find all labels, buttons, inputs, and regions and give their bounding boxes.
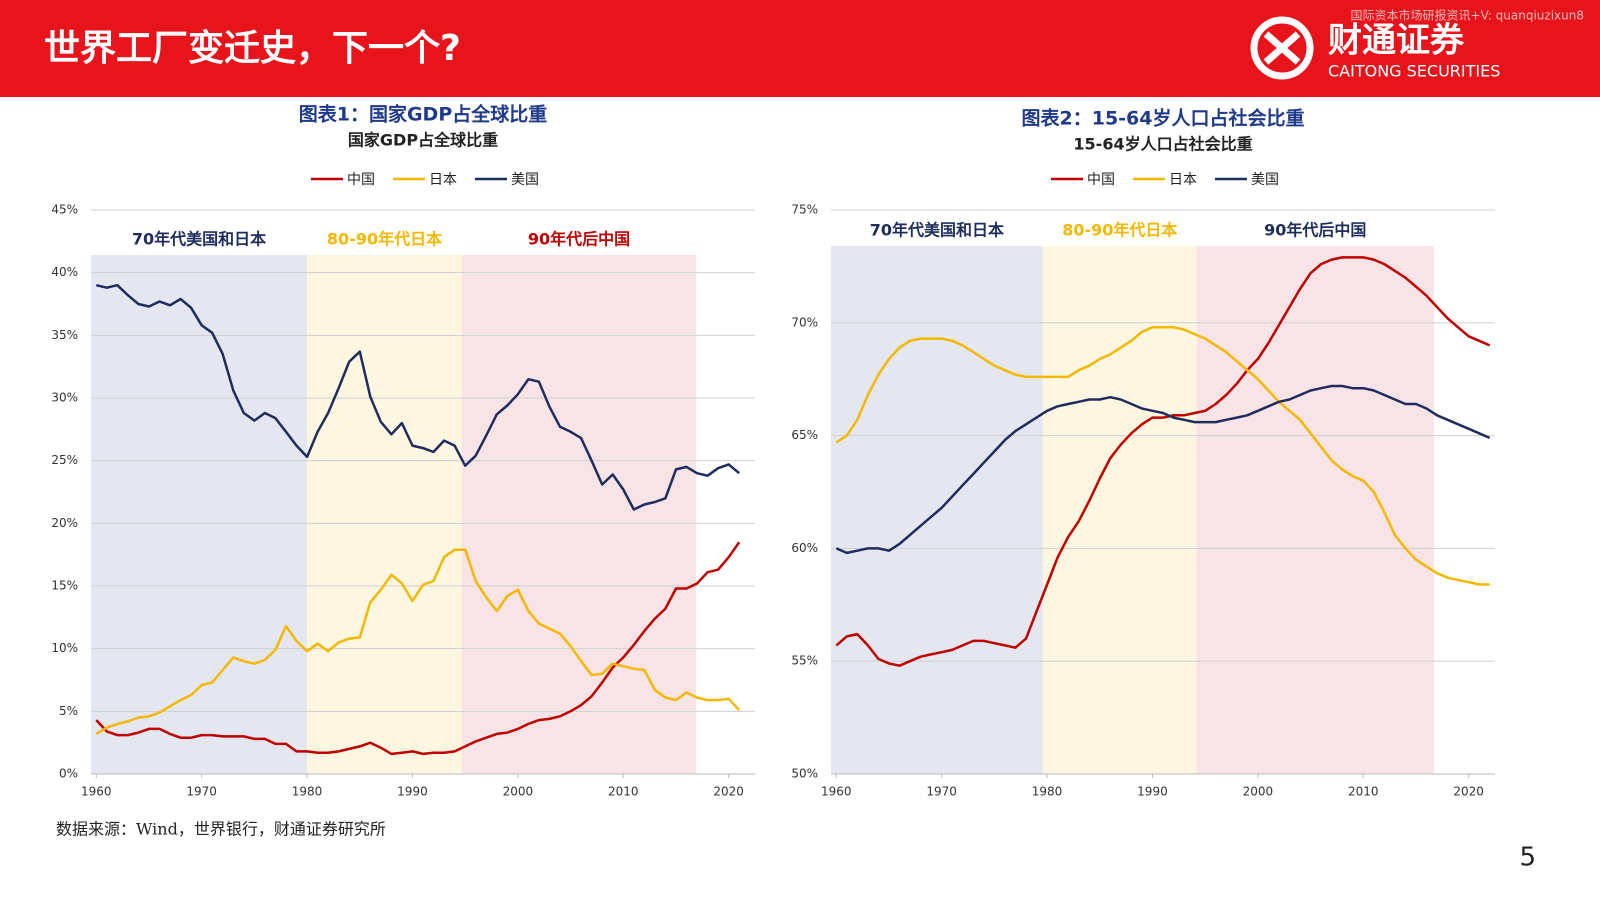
chart-subtitle: 15-64岁人口占社会比重 [1073, 135, 1252, 154]
region-label: 80-90年代日本 [327, 230, 442, 249]
region-band [461, 255, 696, 774]
legend-label: 美国 [1251, 172, 1279, 188]
y-tick-label: 45% [51, 203, 78, 217]
x-tick-label: 1960 [821, 785, 852, 799]
logo-english: CAITONG SECURITIES [1328, 62, 1500, 81]
legend-label: 日本 [429, 172, 457, 188]
series-line [835, 256, 1491, 667]
region-band [1042, 246, 1197, 774]
y-tick-label: 25% [51, 453, 78, 467]
region-band [307, 255, 462, 774]
x-tick-label: 1970 [926, 785, 957, 799]
source-note: 数据来源：Wind，世界银行，财通证券研究所 [56, 820, 386, 839]
x-tick-label: 2010 [1348, 785, 1379, 799]
series-line [835, 326, 1490, 586]
legend-label: 美国 [511, 172, 539, 188]
y-tick-label: 35% [51, 328, 78, 342]
x-tick-label: 2020 [713, 785, 744, 799]
series-line [95, 548, 741, 735]
x-tick-label: 2000 [1243, 785, 1274, 799]
legend-label: 中国 [1087, 172, 1115, 188]
y-tick-label: 70% [791, 315, 818, 329]
watermark: 国际资本市场研报资讯+V: quanqiuzixun8 [1351, 8, 1584, 23]
y-tick-label: 65% [791, 428, 818, 442]
legend-label: 日本 [1169, 172, 1197, 188]
x-tick-label: 2010 [608, 785, 639, 799]
region-band [1196, 246, 1434, 774]
header-band [0, 0, 1600, 97]
chart-title: 图表2：15-64岁人口占社会比重 [1022, 107, 1305, 130]
chart-title: 图表1：国家GDP占全球比重 [299, 103, 548, 126]
y-tick-label: 50% [791, 767, 818, 781]
region-label: 90年代后中国 [1264, 221, 1366, 240]
y-tick-label: 55% [791, 654, 818, 668]
x-tick-label: 1970 [186, 785, 217, 799]
region-label: 80-90年代日本 [1062, 221, 1177, 240]
region-label: 90年代后中国 [528, 230, 630, 249]
x-tick-label: 2020 [1453, 785, 1484, 799]
logo-icon [1250, 16, 1314, 80]
y-tick-label: 20% [51, 516, 78, 530]
region-label: 70年代美国和日本 [870, 221, 1004, 240]
slide-title: 世界工厂变迁史，下一个? [44, 27, 461, 69]
x-tick-label: 1990 [397, 785, 428, 799]
y-tick-label: 0% [59, 767, 78, 781]
y-tick-label: 75% [791, 203, 818, 217]
region-label: 70年代美国和日本 [132, 230, 266, 249]
x-tick-label: 2000 [503, 785, 534, 799]
y-tick-label: 40% [51, 265, 78, 279]
y-tick-label: 10% [51, 641, 78, 655]
y-tick-label: 60% [791, 541, 818, 555]
page-number: 5 [1519, 843, 1536, 873]
series-line [96, 283, 741, 511]
region-band [91, 255, 308, 774]
y-tick-label: 30% [51, 391, 78, 405]
series-line [95, 541, 741, 756]
y-tick-label: 15% [51, 579, 78, 593]
logo-name: 财通证券 [1328, 21, 1465, 61]
chart-subtitle: 国家GDP占全球比重 [348, 131, 498, 150]
x-tick-label: 1980 [1032, 785, 1063, 799]
series-line [835, 384, 1491, 555]
x-tick-label: 1980 [292, 785, 323, 799]
x-tick-label: 1960 [81, 785, 112, 799]
x-tick-label: 1990 [1137, 785, 1168, 799]
y-tick-label: 5% [59, 704, 78, 718]
legend-label: 中国 [347, 172, 375, 188]
region-band [831, 246, 1043, 774]
